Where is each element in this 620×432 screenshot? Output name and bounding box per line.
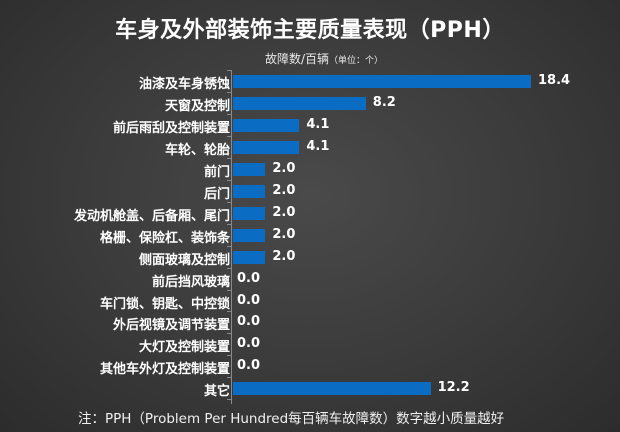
axis-tick (227, 311, 231, 313)
axis-tick (227, 267, 231, 269)
value-label: 4.1 (306, 138, 330, 154)
category-label: 油漆及车身锈蚀 (138, 77, 230, 92)
bar-row: 前后挡风玻璃 0.0 (0, 269, 620, 291)
bar-row: 车门锁、钥匙、中控锁 0.0 (0, 291, 620, 313)
unit-sub: （单位：个） (329, 56, 384, 66)
bar (233, 382, 431, 396)
axis-tick (227, 135, 231, 137)
bar (233, 96, 366, 110)
bar (233, 140, 300, 154)
category-label: 天窗及控制 (164, 98, 230, 114)
bar-row: 油漆及车身锈蚀 18.4 (0, 71, 620, 93)
category-label: 前后雨刮及控制装置 (112, 120, 230, 136)
bar (233, 75, 531, 88)
axis-tick (227, 399, 231, 401)
bar-row: 其他车外灯及控制装置 0.0 (0, 356, 620, 378)
category-label: 大灯及控制装置 (138, 340, 230, 356)
bar-row: 天窗及控制 8.2 (0, 93, 620, 115)
bar (233, 250, 266, 264)
category-label: 前门 (203, 164, 230, 180)
value-label: 12.2 (437, 380, 470, 396)
category-label: 侧面玻璃及控制 (138, 252, 230, 268)
value-label: 2.0 (272, 248, 296, 264)
bar-row: 侧面玻璃及控制 2.0 (0, 247, 620, 269)
bar-row: 大灯及控制装置 0.0 (0, 334, 620, 356)
unit-label: 故障数/百辆（单位：个） (265, 50, 383, 67)
bar (233, 184, 266, 198)
bar-row: 前门 2.0 (0, 159, 620, 181)
value-label: 2.0 (272, 160, 296, 176)
category-label: 前后挡风玻璃 (151, 274, 230, 290)
value-label: 2.0 (272, 226, 296, 242)
axis-tick (227, 113, 231, 115)
bar-row: 格栅、保险杠、装饰条 2.0 (0, 225, 620, 247)
axis-tick (227, 223, 231, 225)
value-label: 18.4 (538, 73, 571, 88)
bar (233, 118, 300, 132)
category-label: 外后视镜及调节装置 (112, 318, 230, 334)
bar (233, 162, 266, 176)
value-label: 2.0 (272, 204, 296, 220)
bar-row: 后门 2.0 (0, 181, 620, 203)
category-label: 发动机舱盖、后备厢、尾门 (73, 208, 230, 224)
axis-tick (227, 70, 231, 71)
axis-tick (227, 289, 231, 291)
bar-row: 其它 12.2 (0, 378, 620, 400)
axis-tick (227, 91, 231, 93)
axis-tick (227, 201, 231, 203)
value-label: 8.2 (372, 94, 396, 110)
bar (233, 228, 266, 242)
chart-title: 车身及外部装饰主要质量表现（PPH） (115, 18, 505, 43)
value-label: 0.0 (237, 314, 261, 330)
value-label: 2.0 (272, 182, 296, 198)
value-label: 0.0 (237, 358, 261, 374)
axis-tick (227, 157, 231, 159)
axis-tick (227, 355, 231, 357)
category-label: 其他车外灯及控制装置 (99, 362, 230, 378)
axis-tick (227, 179, 231, 181)
axis-tick (227, 245, 231, 247)
category-label: 格栅、保险杠、装饰条 (99, 230, 230, 246)
category-label: 车轮、轮胎 (164, 142, 230, 158)
footnote: 注：PPH（Problem Per Hundred每百辆车故障数）数字越小质量越… (78, 411, 505, 427)
axis-tick (227, 377, 231, 379)
value-label: 0.0 (237, 270, 261, 286)
y-axis-line (231, 70, 232, 404)
bar-row: 外后视镜及调节装置 0.0 (0, 312, 620, 334)
unit-main: 故障数/百辆 (265, 52, 330, 66)
category-label: 后门 (203, 186, 230, 202)
category-label: 车门锁、钥匙、中控锁 (99, 296, 230, 312)
axis-tick (227, 333, 231, 335)
bar (233, 206, 266, 220)
bar-row: 车轮、轮胎 4.1 (0, 137, 620, 159)
value-label: 0.0 (237, 292, 261, 308)
value-label: 0.0 (237, 336, 261, 352)
bar-row: 前后雨刮及控制装置 4.1 (0, 115, 620, 137)
value-label: 4.1 (306, 116, 330, 132)
bar-row: 发动机舱盖、后备厢、尾门 2.0 (0, 203, 620, 225)
category-label: 其它 (203, 384, 230, 400)
